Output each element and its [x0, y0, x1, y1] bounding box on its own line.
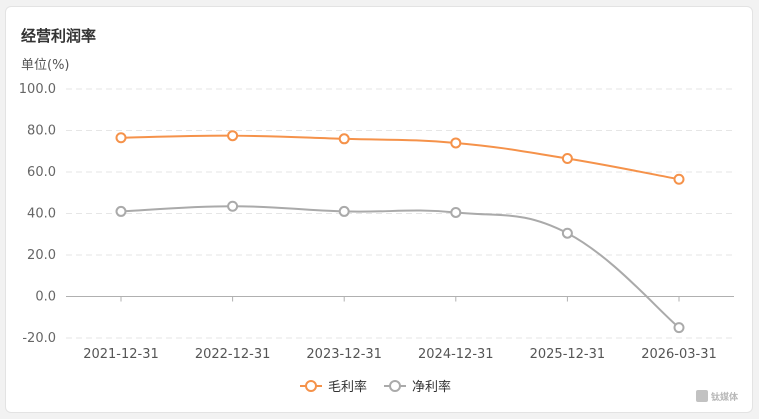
data-point [115, 132, 127, 144]
y-tick-label: 0.0 [35, 290, 56, 305]
data-point [673, 173, 685, 185]
y-tick-label: 80.0 [27, 124, 56, 139]
legend-marker [389, 380, 401, 392]
x-tick-label: 2025-12-31 [530, 347, 606, 362]
data-point [673, 322, 685, 334]
data-point [227, 130, 239, 142]
x-tick-label: 2026-03-31 [641, 347, 717, 362]
x-tick-label: 2022-12-31 [195, 347, 271, 362]
y-tick-label: -20.0 [22, 331, 56, 346]
x-tick-label: 2023-12-31 [306, 347, 382, 362]
y-tick-label: 60.0 [27, 165, 56, 180]
data-point [450, 206, 462, 218]
x-tick-label: 2024-12-31 [418, 347, 494, 362]
watermark-logo: 钛媒体 [692, 388, 742, 404]
logo-icon [695, 390, 708, 402]
data-point [561, 227, 573, 239]
legend-label: 毛利率 [328, 379, 367, 395]
data-point [227, 200, 239, 212]
y-axis-unit-label: 单位(%) [21, 58, 70, 73]
legend-marker [305, 380, 317, 392]
y-tick-label: 40.0 [27, 207, 56, 222]
data-point [115, 205, 127, 217]
chart-title: 经营利润率 [21, 27, 97, 45]
logo-text: 钛媒体 [710, 392, 738, 403]
data-point [338, 205, 350, 217]
x-tick-label: 2021-12-31 [83, 347, 159, 362]
series-line-1 [120, 134, 680, 181]
y-tick-label: 100.0 [19, 82, 56, 97]
legend-label: 净利率 [412, 379, 451, 395]
y-tick-label: 20.0 [27, 248, 56, 263]
data-point [561, 153, 573, 165]
series-line-2 [120, 205, 680, 329]
data-point [338, 133, 350, 145]
data-point [450, 137, 462, 149]
chart-card: 经营利润率 单位(%) 钛媒体 [5, 6, 753, 413]
